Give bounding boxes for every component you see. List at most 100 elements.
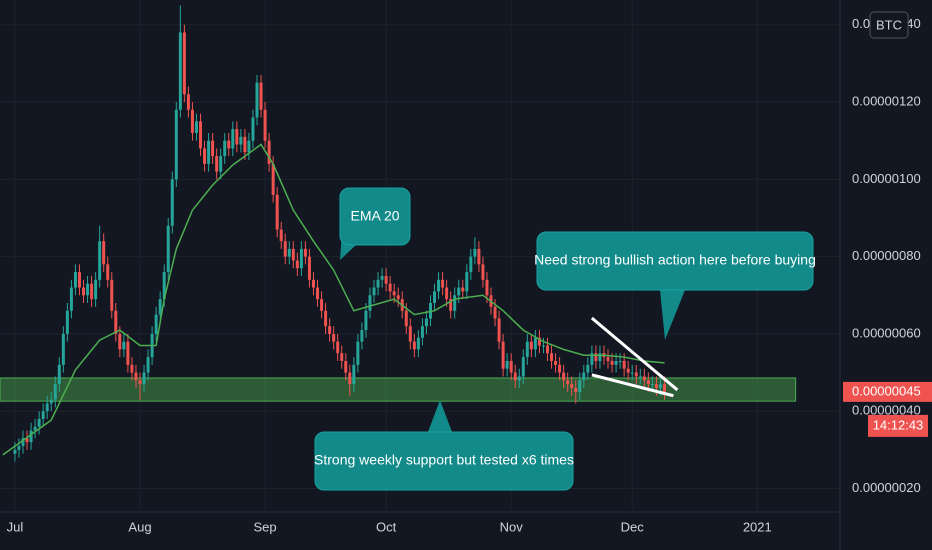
candle-body bbox=[590, 353, 594, 365]
candle-body bbox=[392, 291, 396, 296]
candle-body bbox=[199, 121, 203, 149]
candle-body bbox=[509, 360, 513, 373]
candle-body bbox=[255, 82, 259, 118]
candle-body bbox=[433, 291, 437, 304]
candle-body bbox=[404, 310, 408, 327]
candle-body bbox=[582, 372, 586, 381]
countdown-box bbox=[868, 414, 928, 437]
candle-body bbox=[606, 357, 610, 361]
candle-body bbox=[384, 275, 388, 284]
candle-body bbox=[420, 326, 424, 338]
candle-body bbox=[453, 295, 457, 311]
x-tick-label: Jul bbox=[7, 519, 24, 534]
candle-body bbox=[332, 333, 336, 342]
candle-body bbox=[558, 364, 562, 373]
candle-body bbox=[477, 248, 481, 265]
candle-body bbox=[37, 418, 41, 427]
candle-body bbox=[49, 399, 53, 404]
candle-body bbox=[380, 275, 384, 280]
callout-tail bbox=[428, 400, 452, 432]
candle-body bbox=[41, 411, 45, 419]
candle-body bbox=[529, 341, 533, 350]
support-layer bbox=[0, 377, 797, 402]
candle-body bbox=[77, 272, 81, 288]
candle-body bbox=[650, 384, 654, 386]
candle-body bbox=[69, 287, 73, 311]
candle-body bbox=[227, 140, 231, 149]
candle-body bbox=[45, 403, 49, 412]
candle-body bbox=[344, 360, 348, 373]
candle-body bbox=[90, 283, 94, 300]
candle-body bbox=[578, 380, 582, 392]
x-tick-label: Nov bbox=[500, 519, 524, 534]
candle-body bbox=[299, 248, 303, 269]
callout-tail bbox=[660, 290, 685, 340]
candle-body bbox=[142, 372, 146, 385]
candle-body bbox=[501, 341, 505, 369]
candle-body bbox=[618, 360, 622, 362]
candle-body bbox=[190, 109, 194, 133]
y-tick-label: 0.00000100 bbox=[852, 171, 921, 186]
currency-badge bbox=[869, 11, 909, 39]
candle-body bbox=[328, 326, 332, 334]
candle-body bbox=[251, 117, 255, 141]
candle-body bbox=[13, 449, 17, 454]
candle-body bbox=[570, 384, 574, 389]
candle-body bbox=[21, 438, 25, 446]
y-tick-label: 0.00000080 bbox=[852, 248, 921, 263]
candle-body bbox=[622, 360, 626, 369]
candle-body bbox=[287, 248, 291, 257]
candle-body bbox=[61, 333, 65, 365]
countdown: 14:12:43 bbox=[873, 417, 924, 432]
candle-body bbox=[98, 241, 102, 280]
callout-text: Strong weekly support but tested x6 time… bbox=[314, 452, 574, 468]
candle-body bbox=[118, 333, 122, 350]
candle-body bbox=[271, 163, 275, 195]
trendline bbox=[591, 373, 674, 398]
candle-body bbox=[194, 121, 198, 133]
ema-line bbox=[2, 143, 665, 456]
callout-text: Need strong bullish action here before b… bbox=[534, 252, 816, 268]
y-tick-label: 0.00000020 bbox=[852, 480, 921, 495]
candle-body bbox=[533, 337, 537, 350]
candle-body bbox=[598, 353, 602, 361]
candle-body bbox=[614, 360, 618, 365]
last-price-box bbox=[843, 381, 932, 402]
grid bbox=[0, 0, 840, 510]
candle-body bbox=[303, 248, 307, 257]
candle-body bbox=[356, 341, 360, 365]
y-tick-label: 0.00000040 bbox=[852, 403, 921, 418]
candle-body bbox=[449, 299, 453, 311]
candle-body bbox=[122, 341, 126, 350]
candle-body bbox=[594, 353, 598, 361]
candle-body bbox=[517, 376, 521, 381]
candles bbox=[13, 5, 666, 462]
candle-body bbox=[566, 380, 570, 385]
candle-body bbox=[352, 364, 356, 385]
candle-body bbox=[243, 136, 247, 153]
candle-body bbox=[174, 109, 178, 180]
candle-body bbox=[146, 357, 150, 373]
candle-body bbox=[126, 341, 130, 365]
candle-body bbox=[178, 32, 182, 110]
candle-body bbox=[340, 353, 344, 361]
candle-body bbox=[311, 279, 315, 288]
candle-body bbox=[267, 140, 271, 164]
currency-label: BTC bbox=[876, 17, 902, 32]
candle-body bbox=[170, 179, 174, 226]
candle-body bbox=[182, 32, 186, 95]
candle-body bbox=[634, 372, 638, 377]
candle-body bbox=[586, 364, 590, 373]
candle-body bbox=[368, 295, 372, 311]
candle-body bbox=[279, 229, 283, 242]
candle-body bbox=[465, 272, 469, 292]
candle-body bbox=[497, 318, 501, 342]
y-tick-label: 0.00000120 bbox=[852, 93, 921, 108]
candle-body bbox=[372, 287, 376, 296]
candle-body bbox=[525, 341, 529, 358]
x-tick-label: Aug bbox=[128, 519, 151, 534]
candle-body bbox=[610, 360, 614, 365]
candle-body bbox=[138, 380, 142, 385]
candle-body bbox=[541, 345, 545, 347]
candle-body bbox=[662, 384, 666, 392]
